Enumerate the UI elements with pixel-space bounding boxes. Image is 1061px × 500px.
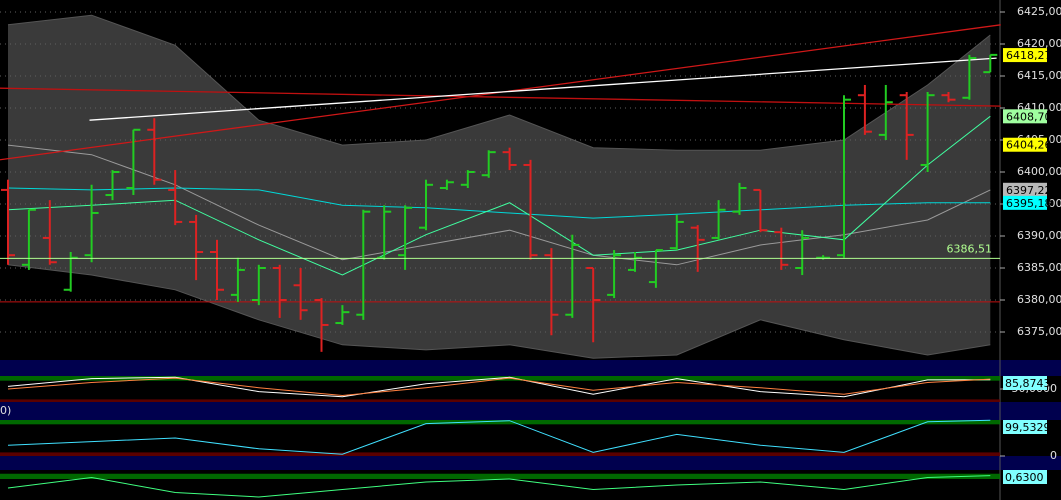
value-label-box xyxy=(1003,376,1047,390)
y-tick-label: 6390,00 xyxy=(1017,229,1061,242)
trend-line xyxy=(89,57,997,121)
separator xyxy=(0,402,1061,420)
price-label-box xyxy=(1003,137,1047,152)
zone xyxy=(0,473,1000,479)
value-label: 85,8743 xyxy=(1005,377,1051,390)
price-label: 6397,22 xyxy=(1006,184,1052,197)
y-tick-label: 6425,00 xyxy=(1017,5,1061,18)
trend-line xyxy=(0,87,1001,107)
separator xyxy=(0,456,1061,470)
indicator-line xyxy=(7,419,991,455)
price-label: 6404,26 xyxy=(1006,139,1052,152)
separator xyxy=(0,360,1061,376)
indicator-line xyxy=(7,376,991,398)
price-label: 6408,70 xyxy=(1006,110,1052,123)
price-label: 6418,27 xyxy=(1006,49,1052,62)
price-label-box xyxy=(1003,109,1047,124)
band-lower xyxy=(7,264,991,359)
value-label: 99,5329 xyxy=(1005,421,1051,434)
y-tick-label: 6420,00 xyxy=(1017,37,1061,50)
price-label-box xyxy=(1003,48,1047,63)
value-label-box xyxy=(1003,420,1047,434)
y-tick-label: 6400,00 xyxy=(1017,165,1061,178)
zone xyxy=(0,452,1000,456)
price-label: 6395,18 xyxy=(1006,197,1052,210)
y-tick-label: 6385,00 xyxy=(1017,261,1061,274)
y-tick-label: 6380,00 xyxy=(1017,293,1061,306)
price-label: 6386,51 xyxy=(947,242,993,255)
indicator-line xyxy=(7,377,991,397)
panel-title: 0) xyxy=(0,404,11,417)
price-label-box xyxy=(1003,182,1047,197)
y-tick-label: 6375,00 xyxy=(1017,325,1061,338)
zone xyxy=(0,399,1000,402)
value-label-box xyxy=(1003,470,1047,484)
price-label-box xyxy=(1003,195,1047,210)
zone xyxy=(0,420,1000,425)
value-label: 0,6300 xyxy=(1005,471,1044,484)
band-fill xyxy=(8,15,991,359)
indicator-line xyxy=(7,475,991,498)
y-tick-label: 0 xyxy=(1050,449,1057,462)
y-tick-label: 6415,00 xyxy=(1017,69,1061,82)
